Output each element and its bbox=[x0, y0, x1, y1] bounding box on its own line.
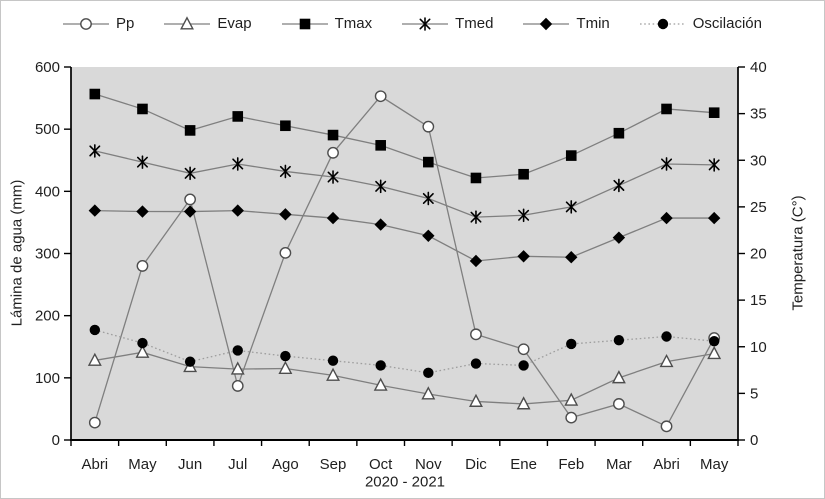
x-axis-title: 2020 - 2021 bbox=[364, 473, 446, 491]
right-axis-tick-label: 15 bbox=[750, 292, 767, 309]
left-axis-tick-label: 600 bbox=[35, 59, 60, 76]
right-axis-tick-label: 20 bbox=[750, 246, 767, 263]
left-axis-tick-label: 400 bbox=[35, 183, 60, 200]
x-axis-category-label: Dic bbox=[465, 456, 487, 473]
legend-label: Tmed bbox=[455, 15, 494, 32]
left-axis-tick-label: 200 bbox=[35, 308, 60, 325]
legend-marker-tmed-icon bbox=[402, 16, 449, 31]
x-axis-category-label: Sep bbox=[320, 456, 347, 473]
x-axis-category-label: Nov bbox=[415, 456, 442, 473]
legend-item-tmed: Tmed bbox=[402, 15, 493, 32]
legend-marker-tmin-icon bbox=[523, 17, 570, 30]
right-axis-tick-label: 0 bbox=[750, 432, 758, 449]
series-tmax-markers bbox=[89, 88, 720, 184]
legend-label: Pp bbox=[116, 15, 135, 32]
x-axis-category-label: Jul bbox=[228, 456, 247, 473]
series-pp-line bbox=[94, 95, 715, 428]
series-oscilacion-line bbox=[94, 329, 715, 374]
legend-marker-pp-icon bbox=[63, 17, 110, 30]
series-tmed-markers bbox=[89, 144, 720, 224]
legend-item-oscilacion: Oscilación bbox=[639, 15, 762, 32]
x-axis-category-label: May bbox=[700, 456, 729, 473]
legend-marker-tmax-icon bbox=[281, 18, 328, 29]
x-axis-category-label: Abri bbox=[81, 456, 108, 473]
legend-item-tmin: Tmin bbox=[523, 15, 610, 32]
right-axis-tick-label: 35 bbox=[750, 106, 767, 123]
legend-label: Tmax bbox=[334, 15, 373, 32]
series-evap-markers bbox=[87, 344, 722, 410]
right-axis-tick-label: 10 bbox=[750, 339, 767, 356]
x-axis-category-label: Ago bbox=[272, 456, 299, 473]
left-axis-tick-label: 100 bbox=[35, 370, 60, 387]
right-axis-title: Temperatura (C°) bbox=[789, 195, 807, 311]
x-axis-category-label: Jun bbox=[178, 456, 202, 473]
x-axis-category-label: Feb bbox=[558, 456, 584, 473]
x-axis-category-label: Abri bbox=[653, 456, 680, 473]
x-axis-category-label: May bbox=[128, 456, 157, 473]
x-axis-category-label: Oct bbox=[369, 456, 393, 473]
left-axis-tick-label: 0 bbox=[52, 432, 60, 449]
right-axis-tick-label: 5 bbox=[750, 385, 758, 402]
right-axis-tick-label: 30 bbox=[750, 152, 767, 169]
legend-label: Evap bbox=[217, 15, 252, 32]
legend-marker-evap-icon bbox=[164, 15, 211, 29]
legend-item-evap: Evap bbox=[164, 15, 252, 32]
series-pp-markers bbox=[88, 90, 721, 433]
x-axis-category-label: Ene bbox=[510, 456, 537, 473]
x-axis-category-label: Mar bbox=[606, 456, 632, 473]
right-axis-tick-label: 25 bbox=[750, 199, 767, 216]
series-tmed-line bbox=[94, 150, 715, 218]
legend-label: Oscilación bbox=[692, 15, 762, 32]
legend-item-tmax: Tmax bbox=[281, 15, 373, 32]
series-tmax-line bbox=[94, 93, 715, 179]
series-oscilacion-markers bbox=[89, 324, 720, 379]
left-axis-tick-label: 300 bbox=[35, 246, 60, 263]
series-tmin-markers bbox=[88, 204, 721, 268]
legend-marker-oscilacion-icon bbox=[639, 18, 686, 29]
legend-item-pp: Pp bbox=[63, 15, 134, 32]
series-tmin-line bbox=[94, 209, 715, 262]
left-axis-tick-label: 500 bbox=[35, 121, 60, 138]
right-axis-tick-label: 40 bbox=[750, 59, 767, 76]
series-evap-line bbox=[94, 351, 715, 405]
legend-label: Tmin bbox=[576, 15, 610, 32]
legend: Pp Evap Tmax Tmed Tmin Oscilación bbox=[1, 15, 824, 32]
left-axis-title: Lámina de agua (mm) bbox=[8, 179, 26, 327]
